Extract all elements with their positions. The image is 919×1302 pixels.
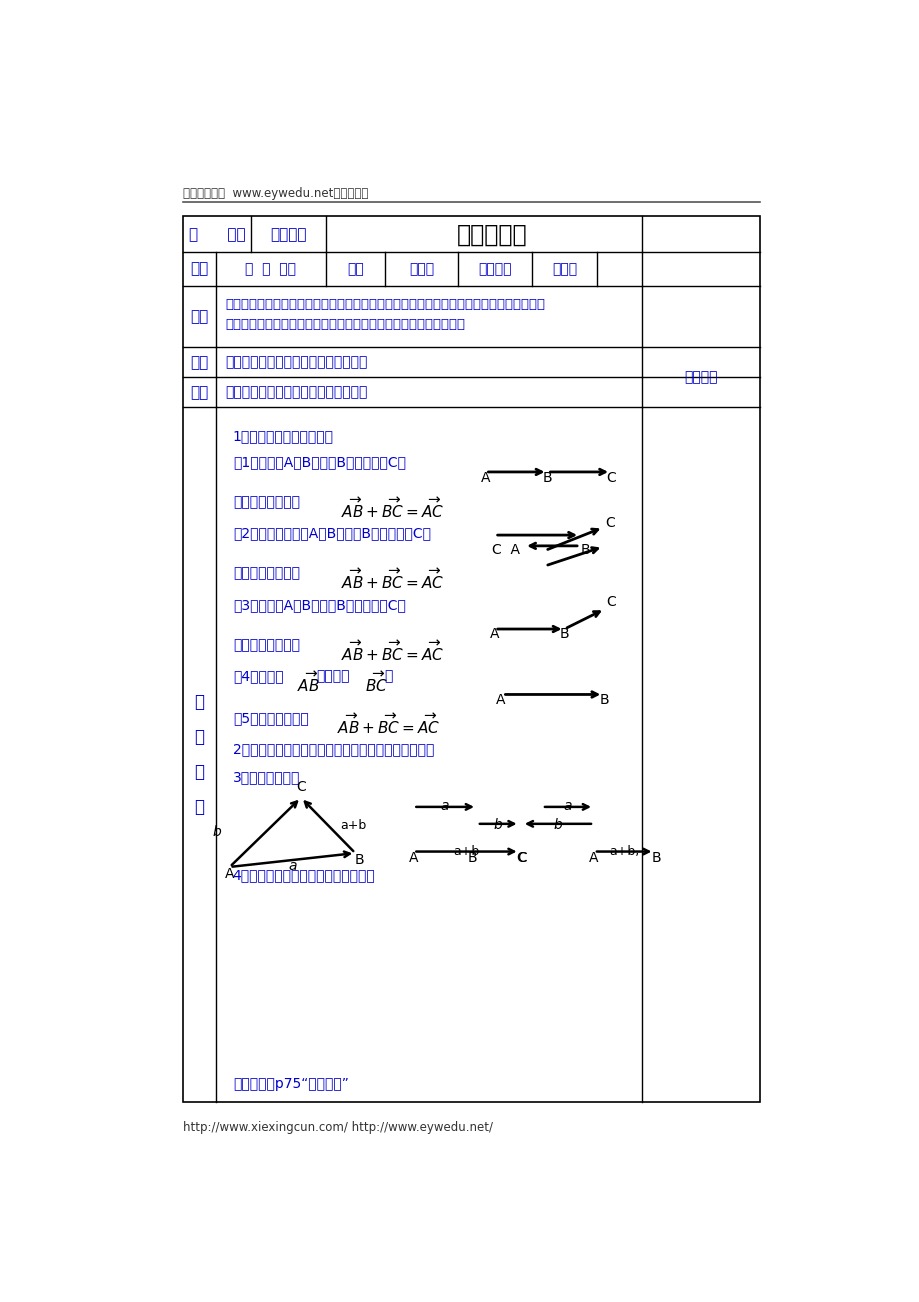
Text: 时间: 时间 [190, 262, 209, 276]
Text: 思考：课本p75“思考交流”: 思考：课本p75“思考交流” [233, 1077, 348, 1091]
Text: 重点: 重点 [190, 354, 209, 370]
Text: 第      课时: 第 课时 [188, 227, 245, 242]
Text: A: A [408, 852, 417, 866]
Text: 加法的概念和向量加法的法则及运算律: 加法的概念和向量加法的法则及运算律 [225, 385, 367, 400]
Text: 二次备课: 二次备课 [684, 370, 717, 384]
Text: （3）某车从A到B，再从B改变方向到C，: （3）某车从A到B，再从B改变方向到C， [233, 598, 405, 612]
Text: 则两次的位移和：: 则两次的位移和： [233, 495, 300, 509]
Text: C: C [516, 852, 527, 866]
Text: 掌握向量加法的概念；能熟练运用三角形法则和平行四边形法则做几个向量的和向量；能准: 掌握向量加法的概念；能熟练运用三角形法则和平行四边形法则做几个向量的和向量；能准 [225, 298, 544, 311]
Text: 3．三角形法则：: 3．三角形法则： [233, 769, 300, 784]
Text: a: a [563, 799, 572, 814]
Text: B: B [580, 543, 590, 556]
Text: $\overrightarrow{AB}$: $\overrightarrow{AB}$ [297, 671, 320, 695]
Text: A: A [588, 852, 598, 866]
Text: A: A [490, 628, 499, 642]
Text: B: B [354, 853, 364, 867]
Text: ，: ， [384, 669, 392, 684]
Text: $\overrightarrow{AB}+\overrightarrow{BC}=\overrightarrow{AC}$: $\overrightarrow{AB}+\overrightarrow{BC}… [341, 568, 444, 591]
Text: 主备课人: 主备课人 [478, 262, 511, 276]
Text: （4）船速为: （4）船速为 [233, 669, 283, 684]
Text: 1．向量是否能进行运算？: 1．向量是否能进行运算？ [233, 428, 334, 443]
Text: C  A: C A [491, 543, 519, 556]
Text: 课型: 课型 [346, 262, 363, 276]
Text: 则两次的位移和：: 则两次的位移和： [233, 566, 300, 579]
Text: （1）某人从A到B，再从B按原方向到C，: （1）某人从A到B，再从B按原方向到C， [233, 454, 405, 469]
Text: A: A [495, 693, 505, 707]
Text: 难点: 难点 [190, 385, 209, 400]
Text: C: C [606, 471, 615, 484]
Text: 目标: 目标 [190, 309, 209, 324]
Text: http://www.xiexingcun.com/ http://www.eywedu.net/: http://www.xiexingcun.com/ http://www.ey… [183, 1121, 493, 1134]
Text: 2．定义：求两个向量的和的运算，叫做向量的加法。: 2．定义：求两个向量的和的运算，叫做向量的加法。 [233, 742, 434, 756]
Text: a+b: a+b [340, 819, 367, 832]
Text: 4．加法的交换律和平行四边形法则：: 4．加法的交换律和平行四边形法则： [233, 868, 375, 883]
Text: 确表述向量加法的交换律和结合律，并能熟练运用它们进行向量计算: 确表述向量加法的交换律和结合律，并能熟练运用它们进行向量计算 [225, 318, 464, 331]
Text: $\overrightarrow{AB}+\overrightarrow{BC}=\overrightarrow{AC}$: $\overrightarrow{AB}+\overrightarrow{BC}… [341, 639, 444, 664]
Text: （5）则两速度和：: （5）则两速度和： [233, 711, 308, 725]
Text: ，水速为: ，水速为 [316, 669, 349, 684]
Text: 新授课: 新授课 [409, 262, 434, 276]
Text: $\overrightarrow{BC}$: $\overrightarrow{BC}$ [364, 671, 387, 695]
Text: 向量的加法: 向量的加法 [456, 223, 527, 246]
Text: b: b [494, 818, 502, 832]
Text: a+b: a+b [453, 845, 479, 858]
Text: b: b [553, 818, 562, 832]
Text: B: B [542, 471, 551, 484]
Text: 自
主
学
习: 自 主 学 习 [194, 694, 204, 816]
Text: C: C [606, 595, 616, 609]
Text: C: C [605, 517, 615, 530]
Text: B: B [599, 693, 609, 707]
Text: a: a [440, 799, 448, 814]
Text: B: B [559, 628, 569, 642]
Text: a+b,: a+b, [608, 845, 639, 858]
Text: B: B [651, 852, 660, 866]
Text: 课题名称: 课题名称 [269, 227, 306, 242]
Text: $\overrightarrow{AB}+\overrightarrow{BC}=\overrightarrow{AC}$: $\overrightarrow{AB}+\overrightarrow{BC}… [341, 496, 444, 521]
Text: 则两次的位移和：: 则两次的位移和： [233, 638, 300, 652]
Text: 数学备课大师  www.eywedu.net【全免费】: 数学备课大师 www.eywedu.net【全免费】 [183, 186, 369, 199]
Text: $\overrightarrow{AB}+\overrightarrow{BC}=\overrightarrow{AC}$: $\overrightarrow{AB}+\overrightarrow{BC}… [337, 713, 440, 737]
Text: 赵红军: 赵红军 [551, 262, 576, 276]
Text: A: A [225, 867, 234, 880]
Text: （2）若上题改为从A到B，再从B按反方向到C，: （2）若上题改为从A到B，再从B按反方向到C， [233, 526, 430, 540]
Text: B: B [467, 852, 477, 866]
Text: 第  周  星期: 第 周 星期 [245, 262, 296, 276]
Text: C: C [296, 780, 305, 794]
Text: 加法的概念和向量加法的法则及运算律: 加法的概念和向量加法的法则及运算律 [225, 355, 367, 370]
Text: A: A [481, 471, 490, 484]
Text: b: b [212, 825, 221, 840]
Text: a: a [288, 859, 297, 874]
Text: C: C [516, 852, 526, 866]
Bar [183, 216, 759, 1101]
